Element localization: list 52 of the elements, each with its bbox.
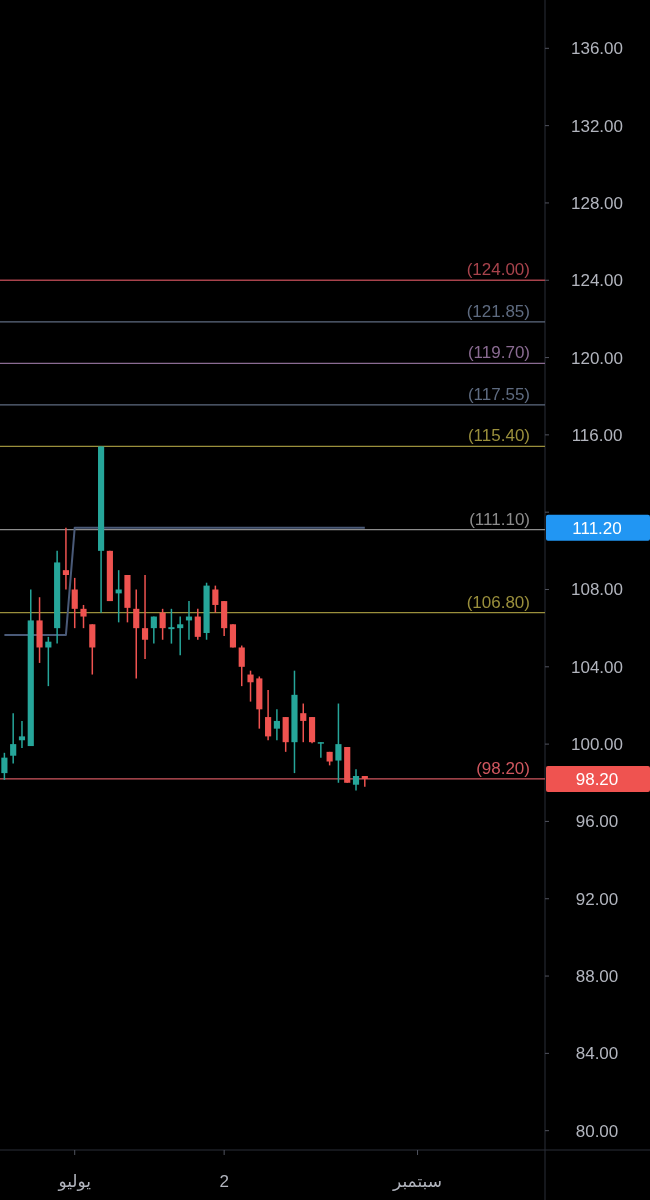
candlestick — [265, 689, 272, 741]
candlestick — [273, 708, 280, 741]
y-tick-label: 116.00 — [571, 425, 623, 445]
candlestick — [10, 712, 17, 765]
x-tick-label: 2 — [219, 1172, 229, 1191]
candlestick — [133, 588, 140, 680]
candlestick — [300, 702, 307, 743]
ref-line-label: (121.85) — [466, 301, 530, 321]
y-tick-label: 136.00 — [571, 39, 623, 59]
y-tick-label: 108.00 — [571, 580, 623, 600]
candlestick — [80, 604, 87, 629]
candlestick — [62, 526, 69, 591]
candlestick — [352, 768, 360, 792]
y-tick-label: 92.00 — [575, 889, 619, 909]
candlestick — [115, 569, 122, 624]
ref-line-label: (119.70) — [467, 343, 530, 363]
candlestick — [150, 615, 157, 645]
y-tick-label: 80.00 — [575, 1121, 619, 1141]
candlestick — [18, 720, 26, 749]
y-tick-label: 124.00 — [571, 271, 623, 291]
text: 98.20 — [575, 769, 619, 789]
ref-line-label: (124.00) — [466, 260, 530, 280]
candlestick — [159, 608, 166, 641]
candlestick — [212, 584, 219, 614]
ref-line-label: (117.55) — [467, 384, 530, 404]
ref-line-label: (115.40) — [467, 426, 530, 446]
candlestick — [335, 702, 342, 784]
y-tick-label: 100.00 — [571, 735, 623, 755]
x-tick-label: سبتمبر — [392, 1172, 442, 1191]
y-tick-label: 132.00 — [571, 116, 623, 136]
y-tick-label: 104.00 — [571, 657, 623, 677]
ref-line-label: (111.10) — [469, 509, 530, 529]
y-tick-label: 120.00 — [571, 348, 623, 368]
text: 111.20 — [572, 518, 622, 538]
y-tick-label: 96.00 — [575, 812, 619, 832]
ref-line-label: (98.20) — [476, 758, 530, 778]
candlestick — [317, 741, 324, 759]
candlestick — [141, 574, 149, 660]
candlestick — [89, 623, 96, 676]
candlestick — [177, 615, 184, 656]
candlestick — [1, 752, 8, 781]
candlestick — [168, 608, 175, 645]
candlestick — [238, 644, 245, 687]
y-tick-label: 128.00 — [571, 193, 623, 213]
y-tick-label: 84.00 — [575, 1044, 619, 1064]
candlestick — [361, 775, 368, 788]
x-tick-label: يوليو — [57, 1172, 92, 1191]
candlestick — [247, 669, 254, 703]
y-tick-label: 88.00 — [575, 967, 619, 987]
candlestick — [71, 577, 78, 629]
candlestick — [194, 608, 201, 641]
ref-line-label: (106.80) — [466, 592, 530, 612]
